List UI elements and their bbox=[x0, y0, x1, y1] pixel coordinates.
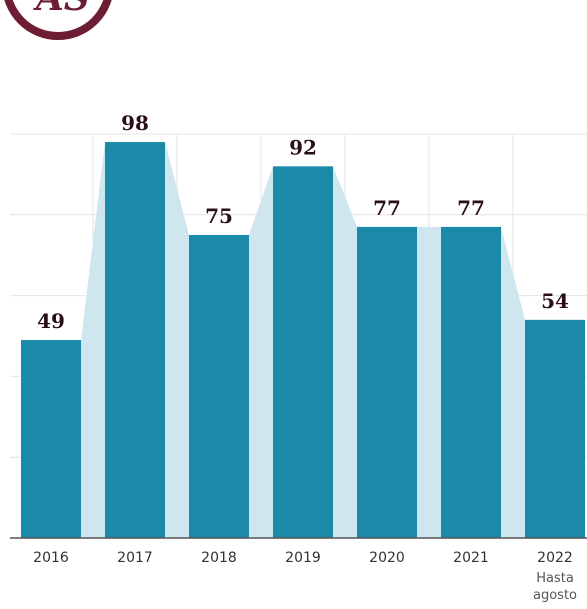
value-label: 92 bbox=[289, 135, 317, 159]
bar-connector bbox=[249, 166, 273, 538]
brand-logo: AS bbox=[4, 0, 112, 40]
bar bbox=[357, 226, 417, 539]
x-tick-label: 2020 bbox=[369, 550, 405, 566]
bar-connector bbox=[81, 142, 105, 538]
value-label: 77 bbox=[457, 196, 485, 220]
value-label: 54 bbox=[541, 289, 569, 313]
x-tick-note: Hasta bbox=[536, 571, 574, 586]
bar-connector bbox=[501, 226, 525, 539]
bar bbox=[525, 319, 585, 538]
label-layer: 49 98 75 92 77 77 54 2016 2017 2018 2019 2020 2021 20… bbox=[33, 111, 577, 603]
logo-ring bbox=[4, 0, 112, 40]
x-tick-label: 2016 bbox=[33, 550, 69, 566]
connector-layer bbox=[81, 142, 525, 539]
bar bbox=[105, 142, 165, 538]
x-tick-note: agosto bbox=[533, 588, 577, 603]
x-tick-label: 2017 bbox=[117, 550, 153, 566]
value-label: 49 bbox=[37, 309, 65, 333]
bar-connector bbox=[333, 166, 357, 538]
value-label: 75 bbox=[205, 204, 233, 228]
bar bbox=[441, 226, 501, 539]
x-tick-label: 2018 bbox=[201, 550, 237, 566]
x-tick-label: 2022 bbox=[537, 550, 573, 566]
logo-text: AS bbox=[33, 0, 90, 19]
value-label: 98 bbox=[121, 111, 149, 135]
bar-layer bbox=[21, 142, 585, 539]
value-label: 77 bbox=[373, 196, 401, 220]
x-tick-label: 2019 bbox=[285, 550, 321, 566]
x-tick-label: 2021 bbox=[453, 550, 489, 566]
bar-connector bbox=[417, 226, 441, 539]
bar-connector bbox=[165, 142, 189, 538]
bar bbox=[273, 166, 333, 538]
bar bbox=[189, 235, 249, 538]
bar bbox=[21, 340, 81, 538]
